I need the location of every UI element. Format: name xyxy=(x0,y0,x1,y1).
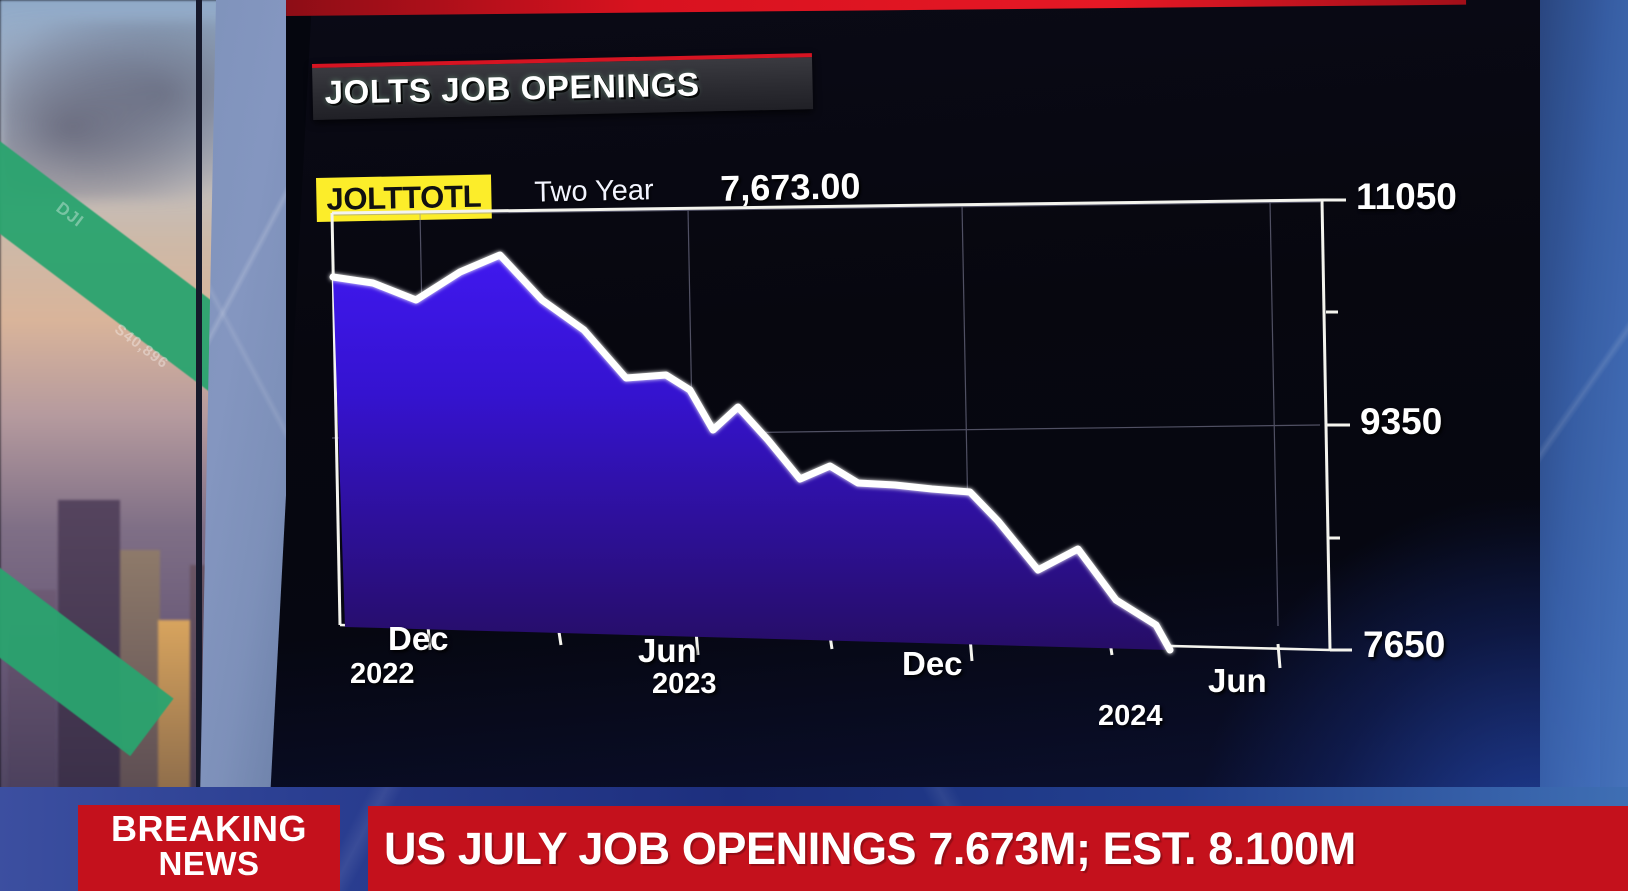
screen-glow xyxy=(1200,500,1600,800)
breaking-news-badge: BREAKING NEWS xyxy=(78,805,340,891)
x-axis-year-1: 2022 xyxy=(350,658,415,690)
chart-line xyxy=(329,251,1174,654)
lower-third: BREAKING NEWS US JULY JOB OPENINGS 7.673… xyxy=(0,787,1628,891)
x-axis-month-4: Jun xyxy=(1208,662,1267,699)
y-axis-label-bottom: 7650 xyxy=(1363,624,1446,665)
chart-area-fill xyxy=(333,255,1170,650)
headline-text: US JULY JOB OPENINGS 7.673M; EST. 8.100M xyxy=(384,822,1356,874)
breaking-label-line2: NEWS xyxy=(158,845,260,882)
x-axis-month-1: Dec xyxy=(388,620,449,657)
y-axis-ticks xyxy=(1322,198,1352,652)
studio-wall-panel xyxy=(200,0,286,800)
chart-area: 11050 9350 7650 Dec 2022 Jun 2023 Dec Ju… xyxy=(270,0,1600,800)
studio-wall-right xyxy=(1540,0,1628,800)
x-axis-month-3: Dec xyxy=(902,645,963,682)
breaking-label-line1: BREAKING xyxy=(110,808,307,849)
x-axis-year-4: 2024 xyxy=(1098,700,1163,732)
headline-banner: US JULY JOB OPENINGS 7.673M; EST. 8.100M xyxy=(368,806,1628,891)
wall-edge xyxy=(196,0,202,800)
x-axis-year-2: 2023 xyxy=(652,668,717,700)
x-axis-month-2: Jun xyxy=(638,632,697,669)
jolts-area-chart xyxy=(329,198,1352,669)
y-axis-label-mid: 9350 xyxy=(1360,401,1443,442)
y-axis-label-top: 11050 xyxy=(1356,176,1457,217)
